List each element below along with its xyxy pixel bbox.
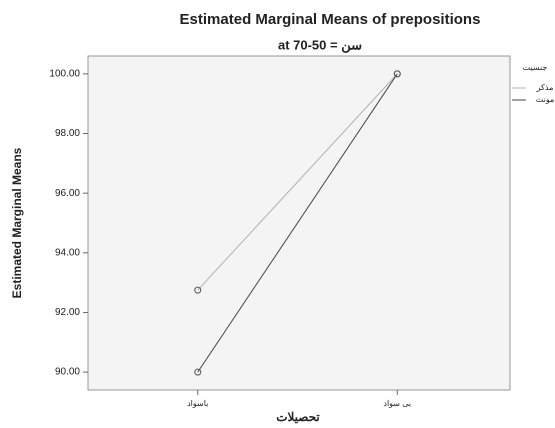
y-axis-title: Estimated Marginal Means [10, 147, 24, 298]
point [194, 368, 202, 376]
x-tick-label: باسواد [187, 399, 208, 408]
point [393, 70, 401, 78]
legend-label: مذکر [536, 83, 554, 92]
chart-title: Estimated Marginal Means of prepositions [180, 11, 481, 28]
chart-subtitle: at 70-50 = سن [278, 37, 362, 53]
plot-area [87, 55, 511, 391]
legend-title: جنسیت [523, 63, 548, 72]
point [194, 286, 202, 294]
x-axis-title: تحصیلات [276, 410, 320, 424]
x-tick-label: بی سواد [383, 399, 411, 408]
series-line [197, 73, 398, 373]
legend-label: مونث [536, 95, 555, 104]
y-tick-label: 92.00 [55, 307, 80, 318]
series-line [197, 73, 398, 291]
y-tick-label: 90.00 [55, 367, 80, 378]
y-tick-label: 100.00 [49, 69, 80, 80]
y-tick-label: 94.00 [55, 247, 80, 258]
y-tick-label: 96.00 [55, 188, 80, 199]
y-tick-label: 98.00 [55, 128, 80, 139]
